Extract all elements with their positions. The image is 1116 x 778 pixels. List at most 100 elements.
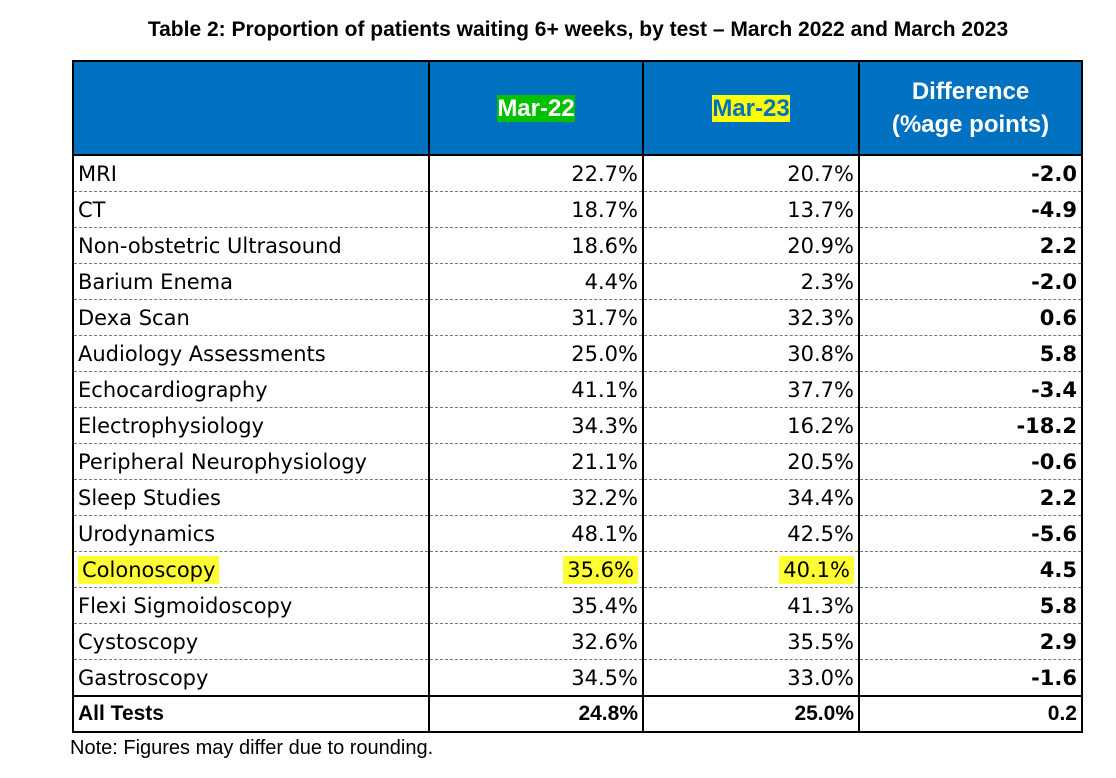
cell-mar-23-text: 34.4% (787, 485, 854, 510)
cell-difference-text: -5.6 (1031, 521, 1077, 546)
header-mar-22-label: Mar-22 (497, 94, 575, 122)
header-mar-22: Mar-22 (428, 60, 644, 156)
header-mar-23: Mar-23 (642, 60, 860, 156)
cell-mar-23: 37.7% (642, 371, 860, 408)
cell-difference: 5.8 (858, 587, 1083, 624)
cell-mar-23-text: 33.0% (787, 665, 854, 690)
cell-difference-text: 5.8 (1039, 341, 1077, 366)
table-title: Table 2: Proportion of patients waiting … (147, 18, 1009, 41)
cell-mar-23: 20.5% (642, 443, 860, 480)
table-row: Flexi Sigmoidoscopy 35.4% 41.3% 5.8 (72, 587, 1083, 624)
cell-mar-23-text: 41.3% (787, 593, 854, 618)
cell-mar-23: 42.5% (642, 515, 860, 552)
cell-test-name-text: Echocardiography (78, 377, 268, 402)
cell-difference-text: 0.6 (1039, 305, 1077, 330)
cell-test-name: Cystoscopy (72, 623, 430, 660)
cell-mar-22: 25.0% (428, 335, 644, 372)
cell-difference-text: -2.0 (1031, 269, 1077, 294)
cell-mar-23: 30.8% (642, 335, 860, 372)
cell-mar-23-text: 2.3% (800, 269, 854, 294)
cell-difference-text: -1.6 (1031, 665, 1077, 690)
cell-mar-22: 48.1% (428, 515, 644, 552)
cell-mar-22: 35.6% (428, 551, 644, 588)
cell-test-name: CT (72, 191, 430, 228)
cell-mar-22: 21.1% (428, 443, 644, 480)
cell-mar-23: 20.9% (642, 227, 860, 264)
cell-difference: -2.0 (858, 263, 1083, 300)
table-row: Barium Enema 4.4% 2.3% -2.0 (72, 263, 1083, 300)
cell-mar-23: 33.0% (642, 659, 860, 697)
cell-mar-22-text: 35.6% (563, 555, 638, 584)
cell-difference: -2.0 (858, 155, 1083, 192)
cell-test-name-text: Flexi Sigmoidoscopy (78, 593, 293, 618)
table-row: Gastroscopy 34.5% 33.0% -1.6 (72, 659, 1083, 697)
cell-test-name: Flexi Sigmoidoscopy (72, 587, 430, 624)
cell-difference-text: -4.9 (1031, 197, 1077, 222)
table-row: MRI 22.7% 20.7% -2.0 (72, 155, 1083, 192)
table-row: Non-obstetric Ultrasound 18.6% 20.9% 2.2 (72, 227, 1083, 264)
cell-difference-text: -2.0 (1031, 161, 1077, 186)
cell-difference: 2.9 (858, 623, 1083, 660)
cell-test-name: Echocardiography (72, 371, 430, 408)
cell-mar-22-text: 34.5% (571, 665, 638, 690)
cell-mar-23-text: 32.3% (787, 305, 854, 330)
cell-mar-22-text: 34.3% (571, 413, 638, 438)
cell-test-name: Non-obstetric Ultrasound (72, 227, 430, 264)
cell-test-name-text: Colonoscopy (78, 555, 220, 584)
cell-test-name-text: Gastroscopy (78, 665, 209, 690)
cell-difference: 2.2 (858, 227, 1083, 264)
total-difference: 0.2 (858, 695, 1083, 733)
cell-mar-23-text: 13.7% (787, 197, 854, 222)
cell-mar-22: 18.6% (428, 227, 644, 264)
cell-difference-text: -0.6 (1031, 449, 1077, 474)
total-row: All Tests 24.8% 25.0% 0.2 (72, 695, 1083, 733)
cell-test-name-text: Barium Enema (78, 269, 234, 294)
cell-difference: 4.5 (858, 551, 1083, 588)
cell-mar-23: 35.5% (642, 623, 860, 660)
total-mar-23: 25.0% (642, 695, 860, 733)
cell-mar-22-text: 4.4% (584, 269, 638, 294)
table-row: Urodynamics 48.1% 42.5% -5.6 (72, 515, 1083, 552)
cell-difference: -0.6 (858, 443, 1083, 480)
cell-difference: 0.6 (858, 299, 1083, 336)
cell-difference: 2.2 (858, 479, 1083, 516)
cell-mar-22: 34.3% (428, 407, 644, 444)
cell-mar-22: 34.5% (428, 659, 644, 697)
cell-mar-23: 40.1% (642, 551, 860, 588)
cell-difference-text: 2.2 (1039, 233, 1077, 258)
cell-test-name: Urodynamics (72, 515, 430, 552)
cell-mar-23-text: 42.5% (787, 521, 854, 546)
cell-mar-22-text: 31.7% (571, 305, 638, 330)
table-row: Cystoscopy 32.6% 35.5% 2.9 (72, 623, 1083, 660)
cell-test-name-text: Electrophysiology (78, 413, 264, 438)
cell-mar-22-text: 25.0% (571, 341, 638, 366)
cell-test-name-text: CT (78, 197, 106, 222)
cell-mar-22: 31.7% (428, 299, 644, 336)
cell-test-name-text: Dexa Scan (78, 305, 190, 330)
cell-test-name-text: Sleep Studies (78, 485, 221, 510)
cell-mar-23-text: 30.8% (787, 341, 854, 366)
cell-test-name: MRI (72, 155, 430, 192)
cell-mar-23: 13.7% (642, 191, 860, 228)
cell-test-name-text: Peripheral Neurophysiology (78, 449, 367, 474)
cell-test-name: Sleep Studies (72, 479, 430, 516)
cell-mar-22-text: 22.7% (571, 161, 638, 186)
cell-mar-23: 41.3% (642, 587, 860, 624)
cell-mar-22: 41.1% (428, 371, 644, 408)
cell-difference: -5.6 (858, 515, 1083, 552)
table-row: Peripheral Neurophysiology 21.1% 20.5% -0.6 (72, 443, 1083, 480)
header-row: Mar-22 Mar-23 Difference (%age points) (72, 60, 1083, 156)
cell-test-name-text: Non-obstetric Ultrasound (78, 233, 342, 258)
cell-mar-22: 32.2% (428, 479, 644, 516)
cell-difference-text: 2.9 (1039, 629, 1077, 654)
cell-difference: -3.4 (858, 371, 1083, 408)
cell-mar-22-text: 21.1% (571, 449, 638, 474)
table-row: Sleep Studies 32.2% 34.4% 2.2 (72, 479, 1083, 516)
cell-test-name: Peripheral Neurophysiology (72, 443, 430, 480)
cell-test-name: Colonoscopy (72, 551, 430, 588)
cell-mar-23: 20.7% (642, 155, 860, 192)
cell-mar-22-text: 32.2% (571, 485, 638, 510)
cell-test-name: Dexa Scan (72, 299, 430, 336)
cell-mar-22: 4.4% (428, 263, 644, 300)
cell-mar-22-text: 32.6% (571, 629, 638, 654)
